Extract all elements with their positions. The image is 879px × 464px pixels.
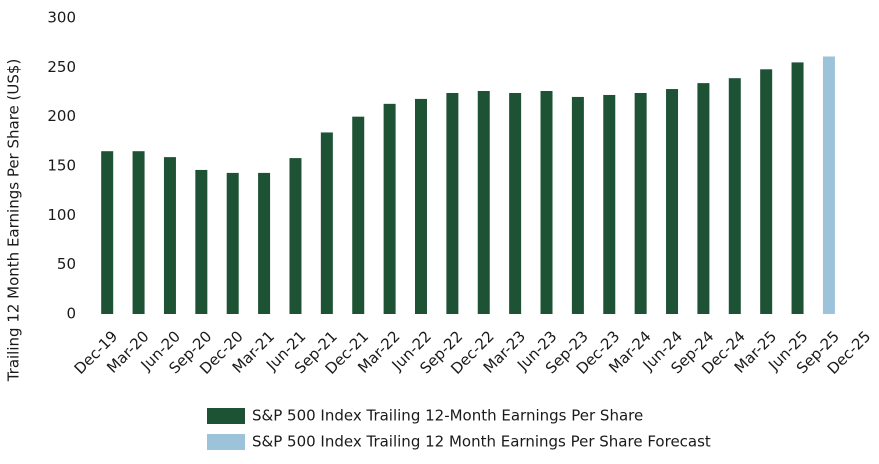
y-tick-label: 100 xyxy=(47,206,76,224)
bar xyxy=(101,151,114,314)
y-tick-label: 300 xyxy=(47,9,76,27)
legend-swatch xyxy=(207,408,245,424)
bar xyxy=(791,62,804,315)
bar xyxy=(414,98,427,314)
legend-label: S&P 500 Index Trailing 12-Month Earnings… xyxy=(252,407,643,425)
bar xyxy=(540,91,553,314)
bar xyxy=(666,89,679,314)
bar xyxy=(163,157,176,314)
bar xyxy=(728,78,741,314)
bar xyxy=(226,172,239,314)
y-tick-label: 150 xyxy=(47,157,76,175)
legend-swatch xyxy=(207,434,245,450)
bar xyxy=(132,151,145,314)
bar xyxy=(258,172,271,314)
bar xyxy=(477,91,490,314)
y-tick-label: 50 xyxy=(57,255,76,273)
y-axis-label: Trailing 12 Month Earnings Per Share (US… xyxy=(5,59,23,383)
bar xyxy=(320,132,333,314)
y-tick-label: 250 xyxy=(47,58,76,76)
bar xyxy=(509,92,522,314)
bar xyxy=(289,158,302,314)
bar xyxy=(697,83,710,315)
bar xyxy=(603,94,616,315)
bar xyxy=(383,103,396,314)
bar xyxy=(352,116,365,315)
y-tick-label: 200 xyxy=(47,107,76,125)
bar xyxy=(195,169,208,314)
bar xyxy=(634,92,647,314)
legend-label: S&P 500 Index Trailing 12 Month Earnings… xyxy=(252,433,711,451)
bar xyxy=(760,69,773,314)
bar xyxy=(822,56,835,314)
bar xyxy=(571,96,584,314)
bar xyxy=(446,92,459,314)
y-tick-label: 0 xyxy=(66,305,76,323)
